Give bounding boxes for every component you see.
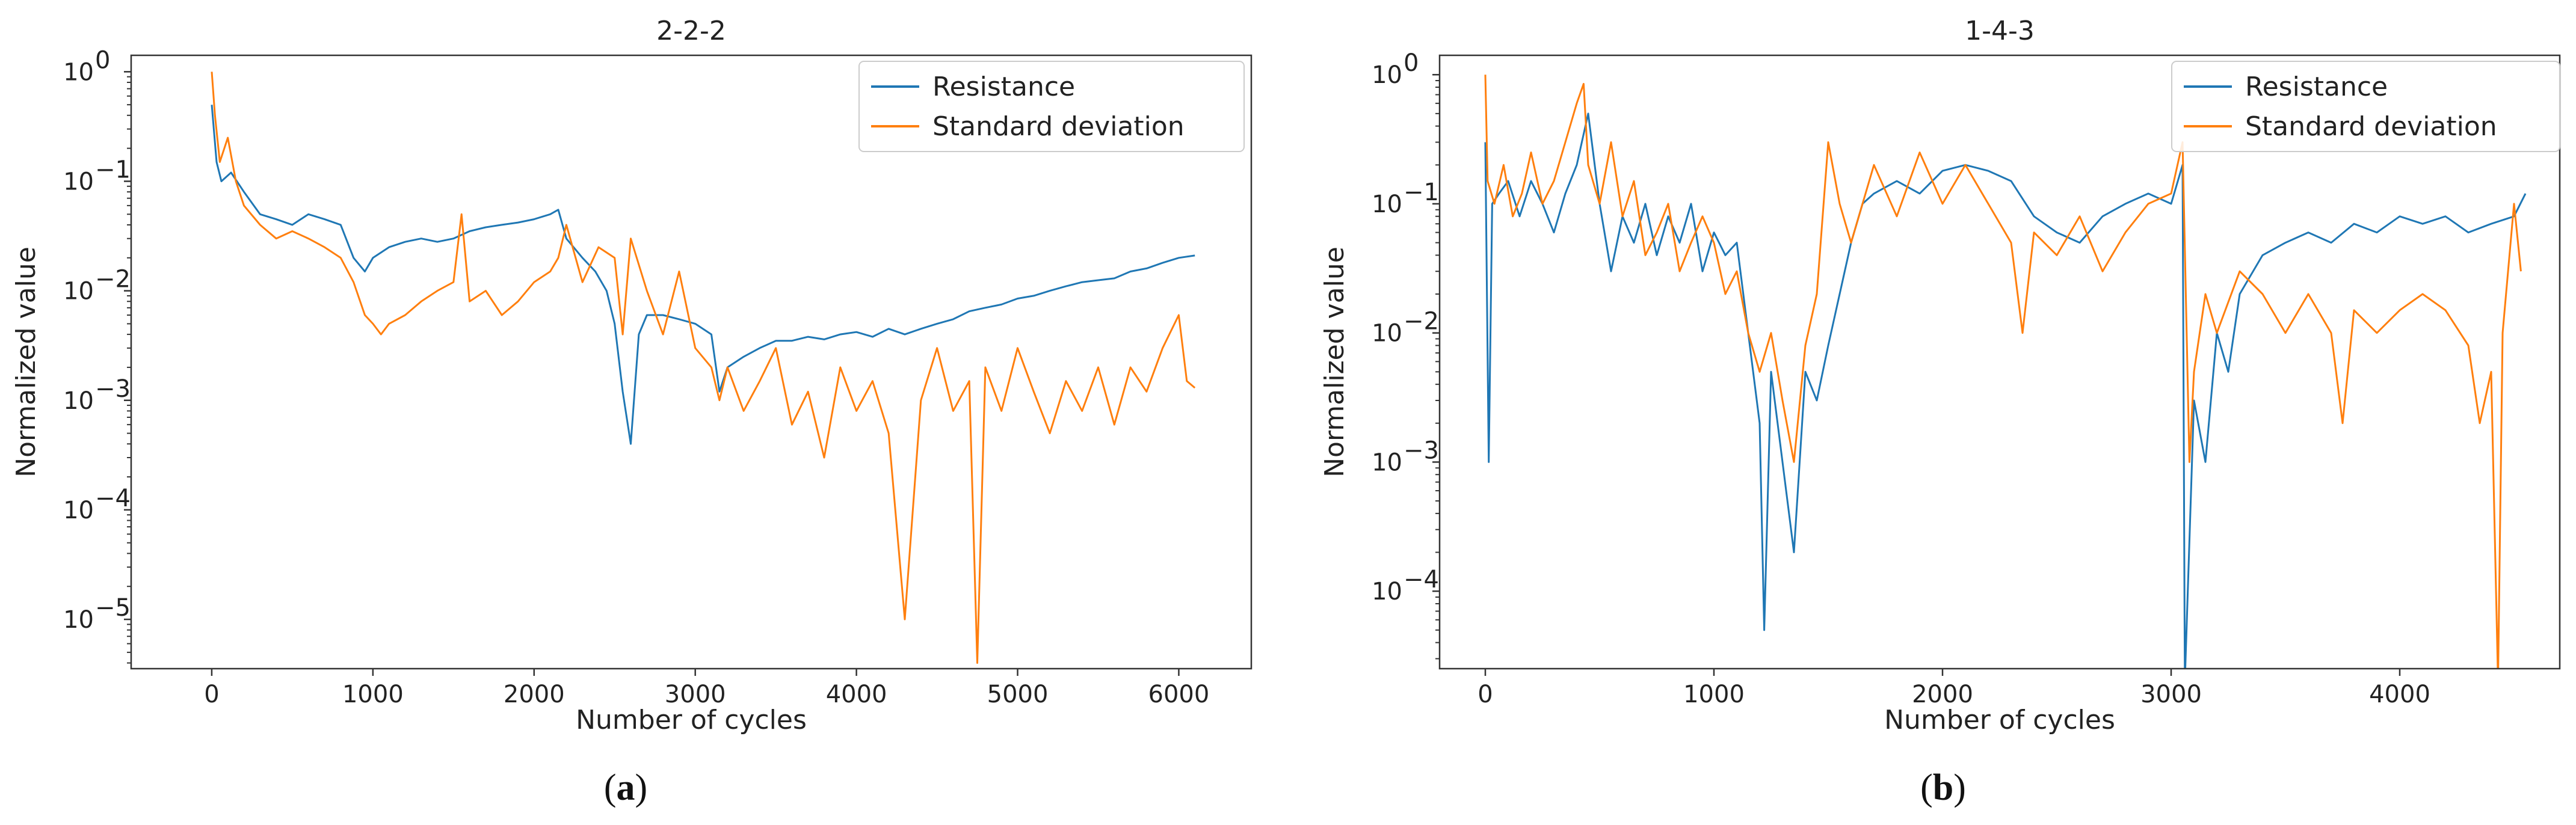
series-line-standard-deviation [211,72,1196,664]
y-axis-label: Normalized value [1319,247,1350,477]
x-tick-label: 0 [204,681,219,708]
x-tick-label: 2000 [504,681,565,708]
x-tick-label: 1000 [342,681,404,708]
y-tick-exponent: −1 [95,156,131,183]
y-tick-label: 10 [63,497,94,524]
y-tick-exponent: −3 [95,375,131,403]
y-tick-exponent: 0 [95,46,110,74]
x-tick-label: 4000 [2369,681,2430,708]
x-tick-label: 6000 [1148,681,1210,708]
legend-entry-label: Resistance [932,72,1075,102]
y-tick-label: 10 [63,168,94,195]
y-tick-label: 10 [63,606,94,634]
x-tick-label: 3000 [2140,681,2202,708]
legend-entry-label: Resistance [2245,72,2388,102]
legend-entry-label: Standard deviation [932,111,1185,142]
plot-area [1484,75,2527,669]
y-tick-label: 10 [1372,449,1402,476]
y-tick-exponent: −3 [1404,437,1439,464]
series-line-standard-deviation [1484,75,2522,669]
y-tick-exponent: −4 [1404,566,1439,593]
x-tick-label: 0 [1478,681,1493,708]
legend-box [2171,61,2560,152]
y-tick-exponent: −4 [95,485,131,512]
legend: Resistance Standard deviation [858,61,1245,152]
x-tick-label: 2000 [1912,681,1973,708]
y-tick-label: 10 [1372,61,1402,89]
x-tick-label: 5000 [987,681,1049,708]
x-tick-label: 4000 [826,681,887,708]
y-axis-label: Normalized value [11,247,42,477]
legend-box [858,61,1245,152]
y-tick-exponent: −1 [1404,179,1439,206]
chart-title: 2-2-2 [656,16,726,46]
y-tick-label: 10 [63,58,94,86]
y-tick-exponent: −2 [1404,308,1439,336]
x-tick-label: 3000 [665,681,726,708]
x-tick-label: 1000 [1683,681,1745,708]
y-tick-label: 10 [63,278,94,305]
y-tick-exponent: −5 [95,594,131,622]
y-tick-exponent: 0 [1404,49,1419,77]
legend: Resistance Standard deviation [2171,61,2560,152]
plot-area [211,72,1196,664]
y-tick-label: 10 [1372,578,1402,606]
x-axis-label: Number of cycles [576,705,807,735]
y-tick-label: 10 [1372,191,1402,218]
panel-caption: (b) [1920,767,1966,808]
y-tick-label: 10 [63,387,94,415]
panel-caption: (a) [604,767,647,808]
axes-frame [130,54,1253,670]
legend-entry-label: Standard deviation [2245,111,2497,142]
y-tick-label: 10 [1372,320,1402,348]
x-axis-label: Number of cycles [1884,705,2115,735]
chart-title: 1-4-3 [1965,16,2035,46]
y-tick-exponent: −2 [95,266,131,293]
